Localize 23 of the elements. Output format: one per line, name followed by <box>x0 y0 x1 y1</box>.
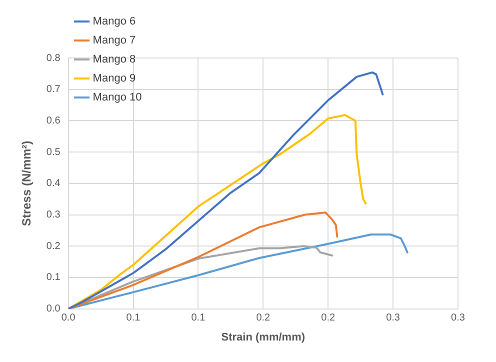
legend-label: Mango 9 <box>92 72 136 85</box>
x-tick-label: 0.2 <box>256 312 271 324</box>
x-tick-label: 0.3 <box>386 312 400 324</box>
y-tick-label: 0.0 <box>46 304 61 315</box>
legend-label: Mango 8 <box>92 54 136 66</box>
y-tick-label: 0.6 <box>46 115 61 126</box>
legend-label: Mango 7 <box>92 34 136 47</box>
y-tick-label: 0.8 <box>46 52 61 64</box>
y-tick-label: 0.7 <box>46 84 61 96</box>
legend-label: Mango 6 <box>92 16 136 28</box>
legend-label: Mango 10 <box>92 92 142 104</box>
y-tick-label: 0.2 <box>46 240 61 252</box>
y-axis-title: Stress (N/mm²) <box>20 140 34 226</box>
x-tick-label: 0.3 <box>451 312 466 324</box>
x-axis-title: Strain (mm/mm) <box>221 331 306 344</box>
x-tick-label: 0.1 <box>191 312 206 324</box>
y-tick-label: 0.5 <box>46 146 61 158</box>
x-tick-label: 0.0 <box>61 312 76 324</box>
x-tick-label: 0.2 <box>321 312 336 324</box>
y-tick-label: 0.1 <box>46 272 61 284</box>
y-tick-label: 0.4 <box>46 178 61 190</box>
x-tick-label: 0.1 <box>126 312 141 324</box>
y-tick-label: 0.3 <box>46 210 61 220</box>
